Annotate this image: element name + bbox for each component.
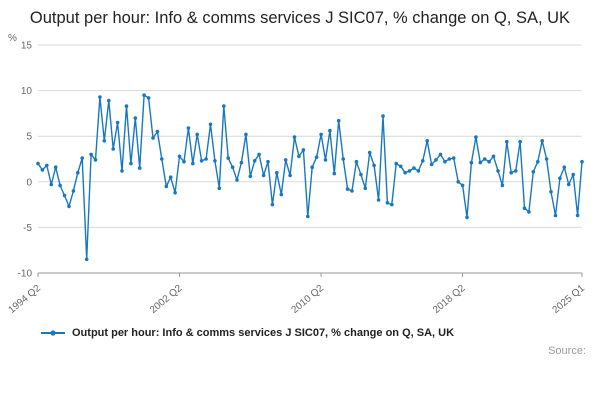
svg-text:10: 10: [21, 86, 33, 97]
svg-text:%: %: [8, 33, 17, 44]
chart-title: Output per hour: Info & comms services J…: [29, 9, 571, 27]
legend[interactable]: Output per hour: Info & comms services J…: [0, 323, 600, 343]
svg-text:-5: -5: [23, 223, 32, 234]
legend-item-label: Output per hour: Info & comms services J…: [72, 326, 455, 339]
svg-text:5: 5: [26, 131, 32, 142]
source-label: Source:: [548, 344, 586, 357]
plot-area: -10 -5 0 5 10 15% 1994 Q2 2002 Q2 2010 Q2 2018 Q2…: [0, 29, 600, 321]
svg-text:1994 Q2: 1994 Q2: [6, 282, 43, 315]
legend-line-marker-icon: [41, 330, 65, 336]
svg-text:-10: -10: [18, 268, 33, 279]
line-chart-svg: -10 -5 0 5 10 15% 1994 Q2 2002 Q2 2010 Q2 2018 Q2…: [6, 33, 587, 316]
svg-text:2010 Q2: 2010 Q2: [290, 282, 327, 315]
svg-text:0: 0: [26, 177, 32, 188]
svg-text:15: 15: [21, 40, 33, 51]
svg-text:2018 Q2: 2018 Q2: [431, 282, 468, 315]
svg-text:2002 Q2: 2002 Q2: [148, 282, 185, 315]
svg-text:2025 Q1: 2025 Q1: [550, 282, 587, 315]
